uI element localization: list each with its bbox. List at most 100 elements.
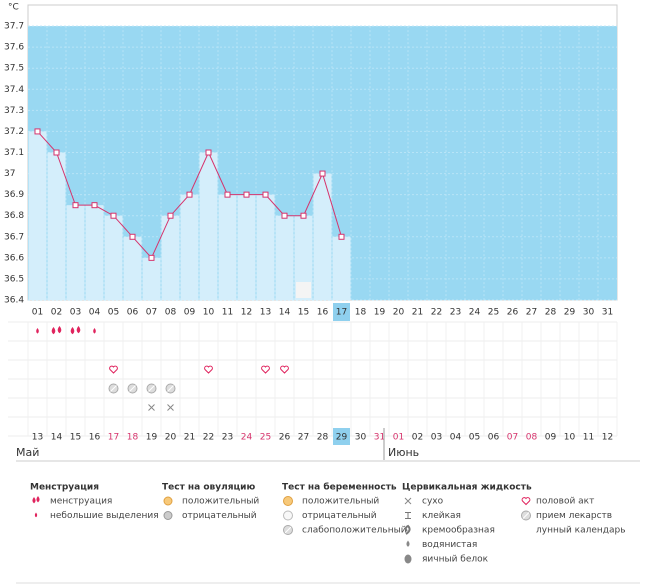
temperature-point	[205, 149, 212, 156]
temperature-point	[72, 202, 79, 209]
medication-icon-line	[167, 385, 174, 392]
temperature-point	[262, 191, 269, 198]
date-label: 20	[165, 433, 177, 443]
temperature-column	[218, 194, 237, 300]
cycle-day-label: 21	[412, 308, 423, 318]
menstruation-icon	[76, 326, 81, 334]
legend-icon	[283, 496, 293, 506]
cycle-day-label: 11	[222, 308, 233, 318]
date-label: 05	[469, 433, 480, 443]
legend-item: положительный	[302, 497, 379, 507]
dry-icon	[167, 404, 174, 411]
date-label: 17	[108, 433, 119, 443]
spotting-icon	[36, 328, 39, 334]
cycle-day-label: 07	[146, 308, 157, 318]
legend-item: лунный календарь	[536, 526, 626, 536]
temperature-column	[294, 215, 313, 300]
date-label: 19	[146, 433, 158, 443]
legend-item: сухо	[422, 497, 444, 507]
temperature-point	[243, 191, 250, 198]
temperature-point	[319, 170, 326, 177]
legend-title: Менструация	[30, 483, 99, 493]
temperature-point	[338, 233, 345, 240]
legend-item: кремообразная	[422, 526, 495, 536]
y-tick-label: 37.4	[4, 85, 24, 95]
legend-icon	[404, 497, 412, 505]
cycle-day-label: 19	[374, 308, 386, 318]
legend-item: клейкая	[422, 511, 461, 521]
legend-item: слабоположительный	[302, 526, 407, 536]
temperature-point	[34, 128, 41, 135]
legend-item: водянистая	[422, 540, 477, 550]
legend-item: положительный	[182, 497, 259, 507]
medication-icon-line	[148, 385, 155, 392]
legend-icon	[36, 496, 40, 503]
date-label: 01	[393, 433, 404, 443]
date-label: 14	[51, 433, 63, 443]
legend-item: яичный белок	[422, 555, 489, 565]
sex-icon	[109, 365, 118, 374]
legend-icon	[32, 497, 36, 504]
cycle-day-label: 06	[127, 308, 139, 318]
legend-icon	[405, 512, 411, 519]
date-label: 02	[412, 433, 423, 443]
legend-item: небольшие выделения	[50, 511, 159, 521]
cycle-day-label: 10	[203, 308, 215, 318]
date-label: 27	[298, 433, 309, 443]
date-label: 29	[336, 433, 348, 443]
cycle-day-label: 23	[450, 308, 461, 318]
y-tick-label: 37.6	[4, 43, 24, 53]
legend-icon	[521, 497, 531, 506]
date-label: 09	[545, 433, 557, 443]
cycle-day-label: 18	[355, 308, 367, 318]
date-label: 30	[355, 433, 367, 443]
sex-icon	[204, 365, 213, 374]
temperature-column	[199, 152, 218, 300]
cycle-day-label: 13	[260, 308, 271, 318]
cycle-day-label: 12	[241, 308, 252, 318]
cycle-day-label: 31	[602, 308, 613, 318]
legend-title: Цервикальная жидкость	[402, 483, 532, 493]
cycle-day-label: 01	[32, 308, 43, 318]
legend-icon	[283, 510, 293, 521]
cycle-day-label: 02	[51, 308, 62, 318]
temperature-column	[256, 194, 275, 300]
temperature-point	[91, 202, 98, 209]
cycle-day-label: 09	[184, 308, 196, 318]
y-tick-label: 37.2	[4, 127, 24, 137]
cycle-day-label: 28	[545, 308, 557, 318]
temperature-column	[28, 131, 47, 300]
y-axis-unit: °C	[8, 3, 19, 13]
cycle-day-label: 25	[488, 308, 499, 318]
y-tick-label: 36.6	[4, 253, 24, 263]
sex-icon	[280, 365, 289, 374]
legend-icon	[34, 512, 38, 518]
cycle-day-label: 17	[336, 308, 347, 318]
legend-title: Тест на овуляцию	[162, 483, 255, 493]
date-label: 22	[203, 433, 214, 443]
legend-icon-line	[522, 512, 530, 519]
cycle-day-label: 27	[526, 308, 537, 318]
cycle-day-label: 29	[564, 308, 576, 318]
temperature-column	[332, 236, 351, 300]
y-tick-label: 37.3	[4, 106, 24, 116]
date-label: 31	[374, 433, 385, 443]
temperature-column	[180, 194, 199, 300]
y-tick-label: 37.7	[4, 22, 24, 32]
date-label: 08	[526, 433, 538, 443]
date-label: 23	[222, 433, 233, 443]
cycle-day-label: 03	[70, 308, 81, 318]
menstruation-icon	[51, 327, 56, 335]
medication-icon-line	[110, 385, 117, 392]
legend-item: отрицательный	[182, 511, 257, 521]
today-highlight	[333, 303, 350, 321]
menstruation-icon	[57, 326, 62, 334]
legend-item: отрицательный	[302, 511, 377, 521]
legend-item: менструация	[50, 497, 112, 507]
temperature-point	[281, 212, 288, 219]
month-label: Май	[16, 446, 39, 459]
legend-title: Тест на беременность	[282, 482, 397, 493]
temperature-column	[313, 173, 332, 300]
y-tick-label: 37.1	[4, 148, 24, 158]
